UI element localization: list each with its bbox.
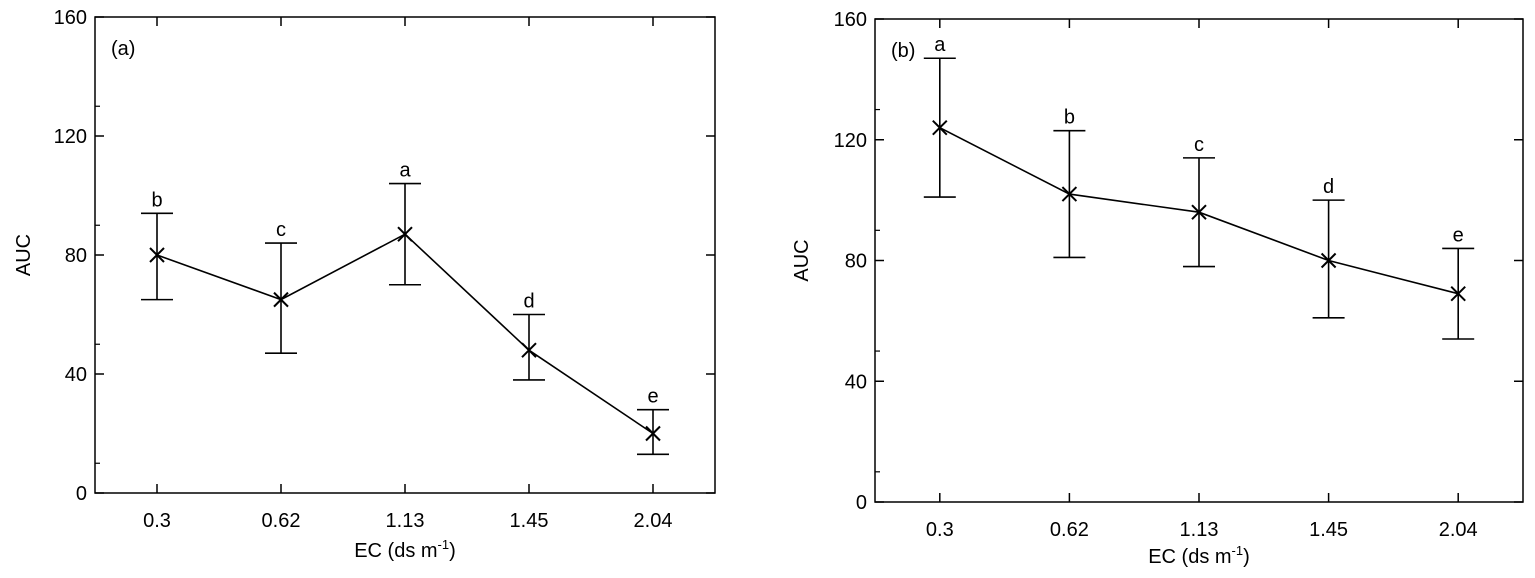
marker-stroke [521, 342, 537, 358]
y-tick-label: 40 [845, 371, 867, 393]
significance-letter: a [934, 34, 946, 56]
y-axis-label: AUC [13, 234, 35, 276]
data-point-marker [1320, 252, 1337, 269]
significance-letter: c [1194, 134, 1204, 156]
data-point-marker [273, 291, 289, 308]
x-tick-label: 0.62 [1050, 519, 1089, 541]
x-tick-label: 0.3 [926, 519, 954, 541]
chart-panel-a: 0 40 80 120 160 0.3 0.62 1.13 1.45 2.04 EC (ds m-1… [13, 7, 716, 562]
panel-label: (b) [891, 40, 915, 62]
x-tick-label: 1.13 [386, 510, 425, 532]
x-tick-label: 0.62 [262, 510, 301, 532]
significance-letter: d [523, 291, 534, 313]
x-tick-label: 1.45 [510, 510, 549, 532]
marker-stroke [149, 247, 165, 263]
marker-stroke [932, 119, 948, 136]
y-tick-label: 80 [65, 245, 87, 267]
x-tick-label: 2.04 [634, 510, 673, 532]
marker-stroke [1061, 186, 1078, 202]
x-axis-label: EC (ds m-1) [1148, 543, 1250, 568]
y-tick-label: 160 [834, 9, 867, 31]
x-tick-label: 1.45 [1309, 519, 1348, 541]
marker-stroke [1191, 204, 1207, 220]
x-tick-label: 1.13 [1180, 519, 1219, 541]
marker-stroke [1320, 252, 1337, 269]
y-tick-label: 40 [65, 364, 87, 386]
y-tick-label: 80 [845, 251, 867, 273]
data-point-marker [932, 119, 948, 136]
y-tick-label: 120 [54, 126, 87, 148]
significance-letter: a [399, 160, 411, 182]
data-point-marker [397, 226, 413, 242]
y-tick-label: 160 [54, 7, 87, 29]
marker-stroke [397, 226, 413, 242]
significance-letter: e [647, 386, 658, 408]
x-axis-label: EC (ds m-1) [354, 537, 456, 562]
data-point-marker [645, 425, 661, 442]
data-point-marker [521, 342, 537, 358]
x-tick-label: 2.04 [1439, 519, 1478, 541]
y-tick-label: 0 [856, 492, 867, 514]
significance-letter: b [1064, 107, 1075, 129]
chart-panel-b: 0 40 80 120 160 0.3 0.62 1.13 1.45 2.04 EC (ds m-1… [791, 9, 1524, 568]
significance-letter: c [276, 219, 286, 241]
data-point-marker [1450, 285, 1466, 302]
y-tick-label: 0 [76, 483, 87, 505]
x-tick-label: 0.3 [143, 510, 171, 532]
data-point-marker [149, 247, 165, 263]
significance-letter: b [151, 189, 162, 211]
significance-letter: e [1453, 224, 1464, 246]
significance-letter: d [1323, 176, 1334, 198]
panel-label: (a) [111, 38, 135, 60]
marker-stroke [1450, 285, 1466, 302]
data-point-marker [1061, 186, 1078, 202]
marker-stroke [645, 425, 661, 442]
y-tick-label: 120 [834, 130, 867, 152]
marker-stroke [273, 291, 289, 308]
y-axis-label: AUC [791, 239, 813, 281]
data-point-marker [1191, 204, 1207, 220]
